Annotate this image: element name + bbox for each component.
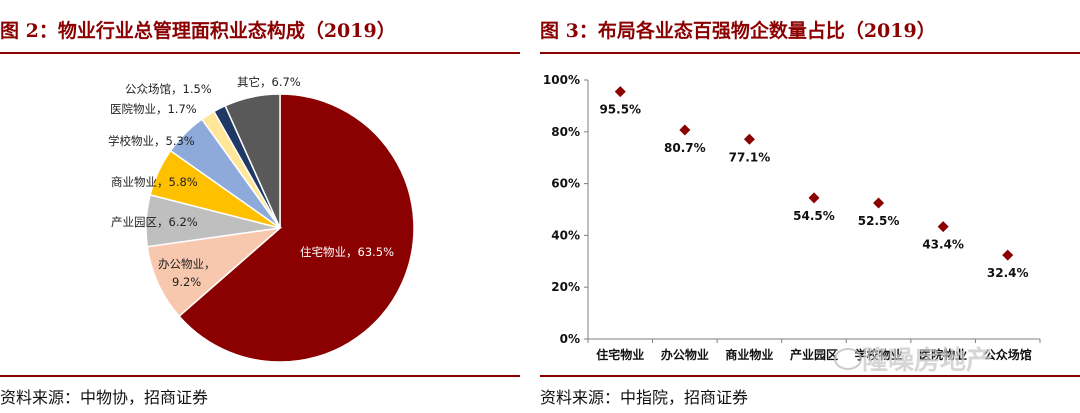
data-label: 52.5% [858, 214, 900, 228]
pie-chart: 住宅物业，63.5% 办公物业， 9.2% 产业园区，6.2% 商业物业，5.8% 学校物… [108, 75, 415, 363]
right-figure-title: 图 3：布局各业态百强物企数量占比（2019） [540, 20, 936, 42]
data-label: 32.4% [987, 266, 1029, 280]
wechat-icon [834, 348, 862, 370]
pie-slice-1 [178, 93, 415, 363]
y-tick-label: 0% [560, 332, 580, 346]
x-tick-label: 商业物业 [725, 347, 773, 362]
scatter-chart: 0% 20% 40% 60% 80% 100% 住宅物业 95.5% 办公物业 80.7% 商业物业… [543, 73, 1041, 362]
y-tick-label: 80% [551, 125, 580, 139]
right-source-rule [540, 375, 1080, 377]
right-title-rule [540, 52, 1080, 54]
pie-slice-label: 产业园区，6.2% [111, 215, 198, 229]
left-figure-title: 图 2：物业行业总管理面积业态构成（2019） [0, 20, 396, 42]
data-label: 80.7% [664, 141, 706, 155]
data-point [937, 221, 949, 233]
data-label: 77.1% [729, 150, 771, 164]
data-point [808, 192, 820, 204]
pie-slice-label: 办公物业， 9.2% [158, 257, 216, 289]
data-label: 43.4% [922, 238, 964, 252]
right-figure: 图 3：布局各业态百强物企数量占比（2019） 0% 20% 40% 60% 80% 10… [540, 0, 1080, 413]
x-tick-label: 医院物业 [919, 347, 967, 362]
data-point [679, 124, 691, 136]
data-point [614, 86, 626, 98]
pie-slice-label: 学校物业，5.3% [108, 134, 195, 148]
x-tick-label: 产业园区 [790, 347, 838, 362]
pie-slice-label: 医院物业，1.7% [110, 102, 197, 116]
y-tick-label: 100% [543, 73, 580, 87]
y-tick-label: 20% [551, 280, 580, 294]
x-tick-label: 学校物业 [855, 347, 903, 362]
left-title-rule [0, 52, 520, 54]
x-tick-label: 公众场馆 [984, 347, 1032, 362]
left-source-rule [0, 375, 520, 377]
pie-slice-label: 住宅物业，63.5% [300, 245, 394, 259]
x-tick-label: 办公物业 [661, 347, 709, 362]
pie-slice-label: 公众场馆，1.5% [125, 82, 212, 96]
left-figure: 图 2：物业行业总管理面积业态构成（2019） 住宅物业，63.5% 办公物业， 9… [0, 0, 520, 413]
x-tick-label: 住宅物业 [596, 347, 644, 362]
data-point [743, 133, 755, 145]
data-label: 95.5% [599, 103, 641, 117]
pie-slice-8 [224, 93, 281, 229]
data-label: 54.5% [793, 209, 835, 223]
pie-slice-2 [146, 226, 283, 318]
data-point [873, 197, 885, 209]
pie-slice-label: 其它，6.7% [237, 75, 301, 89]
data-point [1002, 249, 1014, 261]
y-tick-label: 60% [551, 177, 580, 191]
right-source-note: 资料来源：中指院，招商证券 [540, 388, 749, 407]
left-source-note: 资料来源：中物协，招商证券 [0, 388, 209, 407]
watermark-text: 隆噪房地产 [862, 346, 993, 376]
y-tick-label: 40% [551, 228, 580, 242]
pie-slice-label: 商业物业，5.8% [111, 175, 198, 189]
